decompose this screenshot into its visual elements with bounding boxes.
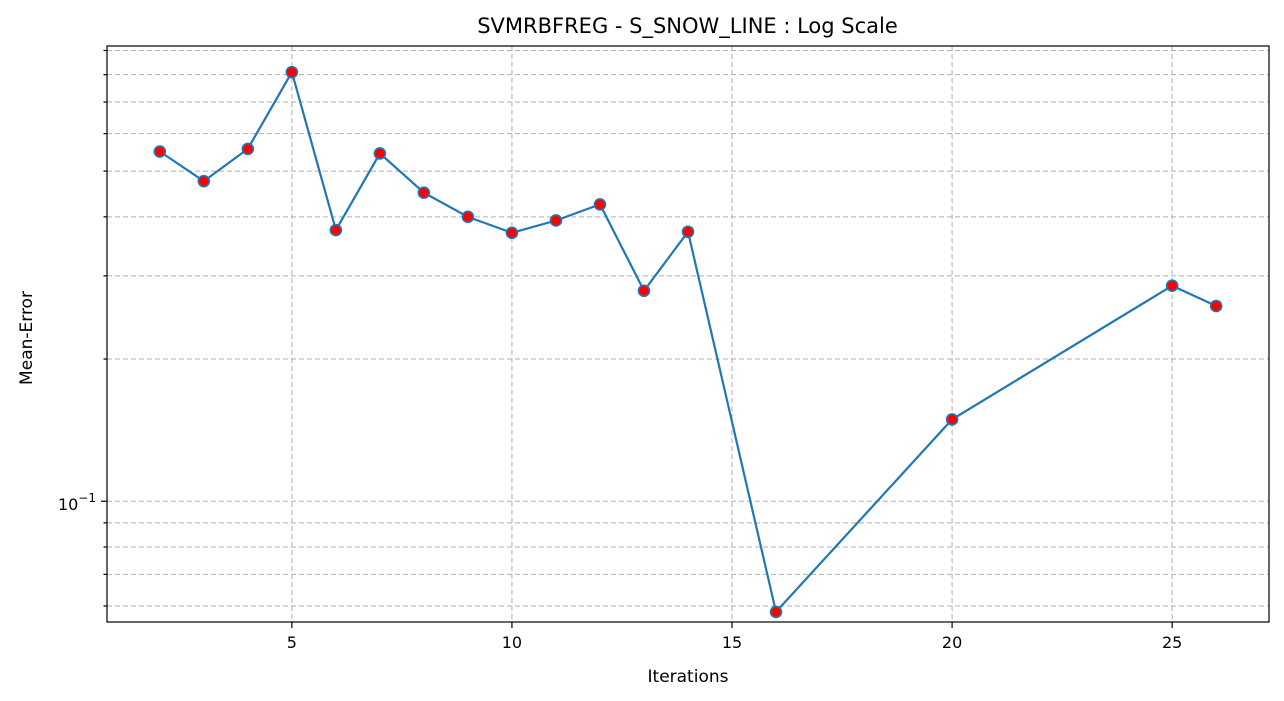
data-point: [1209, 299, 1223, 313]
data-point: [637, 284, 651, 298]
data-point: [197, 174, 211, 188]
plot-frame: [106, 45, 1270, 623]
data-point: [945, 413, 959, 426]
y-tick-label: 10−1: [58, 491, 96, 514]
data-point: [417, 186, 431, 199]
data-point: [241, 142, 255, 156]
series-line: [159, 69, 1217, 615]
data-point: [505, 226, 519, 240]
data-point: [461, 210, 475, 224]
data-point: [769, 605, 783, 619]
data-point: [1165, 279, 1179, 292]
data-point: [681, 225, 695, 239]
data-point: [373, 147, 387, 160]
axis-ticks: 5 10 15 20 25 10−1: [58, 49, 1182, 652]
grid-layer: [107, 46, 1269, 622]
x-tick-label: 15: [722, 633, 742, 652]
chart-title: SVMRBFREG - S_SNOW_LINE : Log Scale: [477, 14, 898, 39]
data-point: [329, 223, 343, 237]
x-tick-label: 20: [942, 633, 962, 652]
x-tick-label: 5: [287, 633, 297, 652]
data-point: [153, 145, 167, 158]
data-point: [285, 65, 299, 79]
x-tick-label: 10: [502, 633, 522, 652]
y-axis-label: Mean-Error: [17, 291, 37, 385]
x-tick-label: 25: [1162, 633, 1182, 652]
data-point: [549, 214, 563, 227]
data-point: [593, 198, 607, 211]
series-layer: [153, 65, 1223, 619]
x-axis-label: Iterations: [648, 667, 729, 687]
